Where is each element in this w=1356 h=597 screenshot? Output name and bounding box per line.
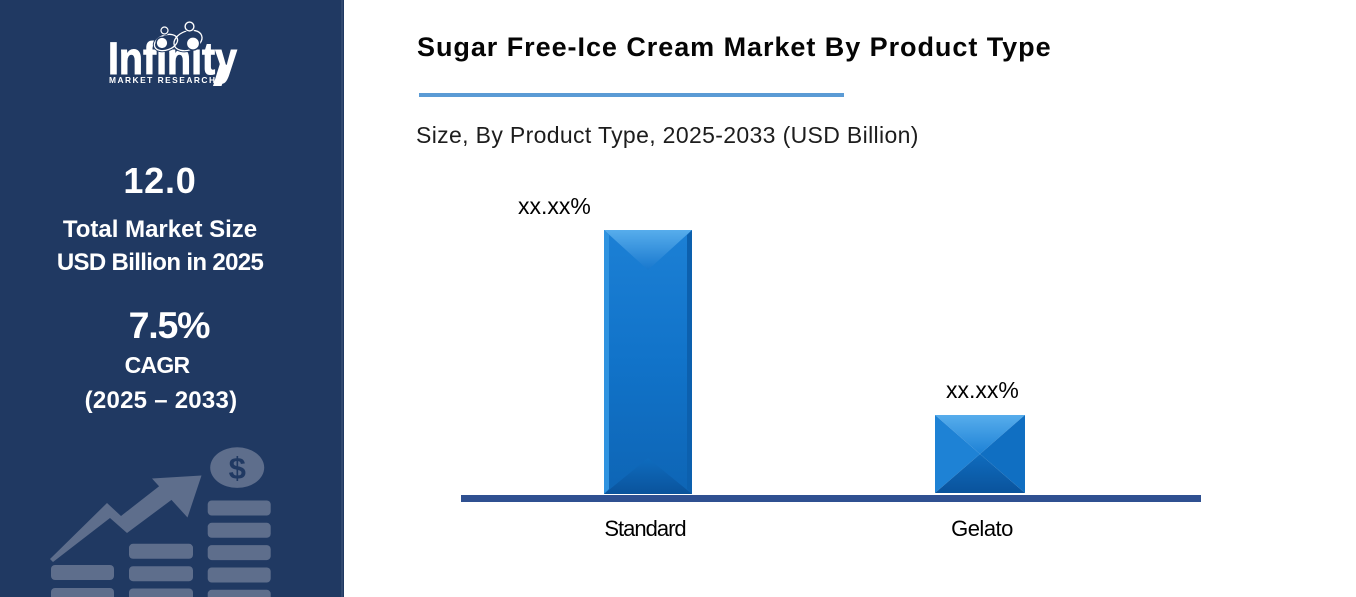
svg-text:$: $: [229, 451, 246, 486]
svg-text:MARKET RESEARCH: MARKET RESEARCH: [109, 75, 215, 85]
